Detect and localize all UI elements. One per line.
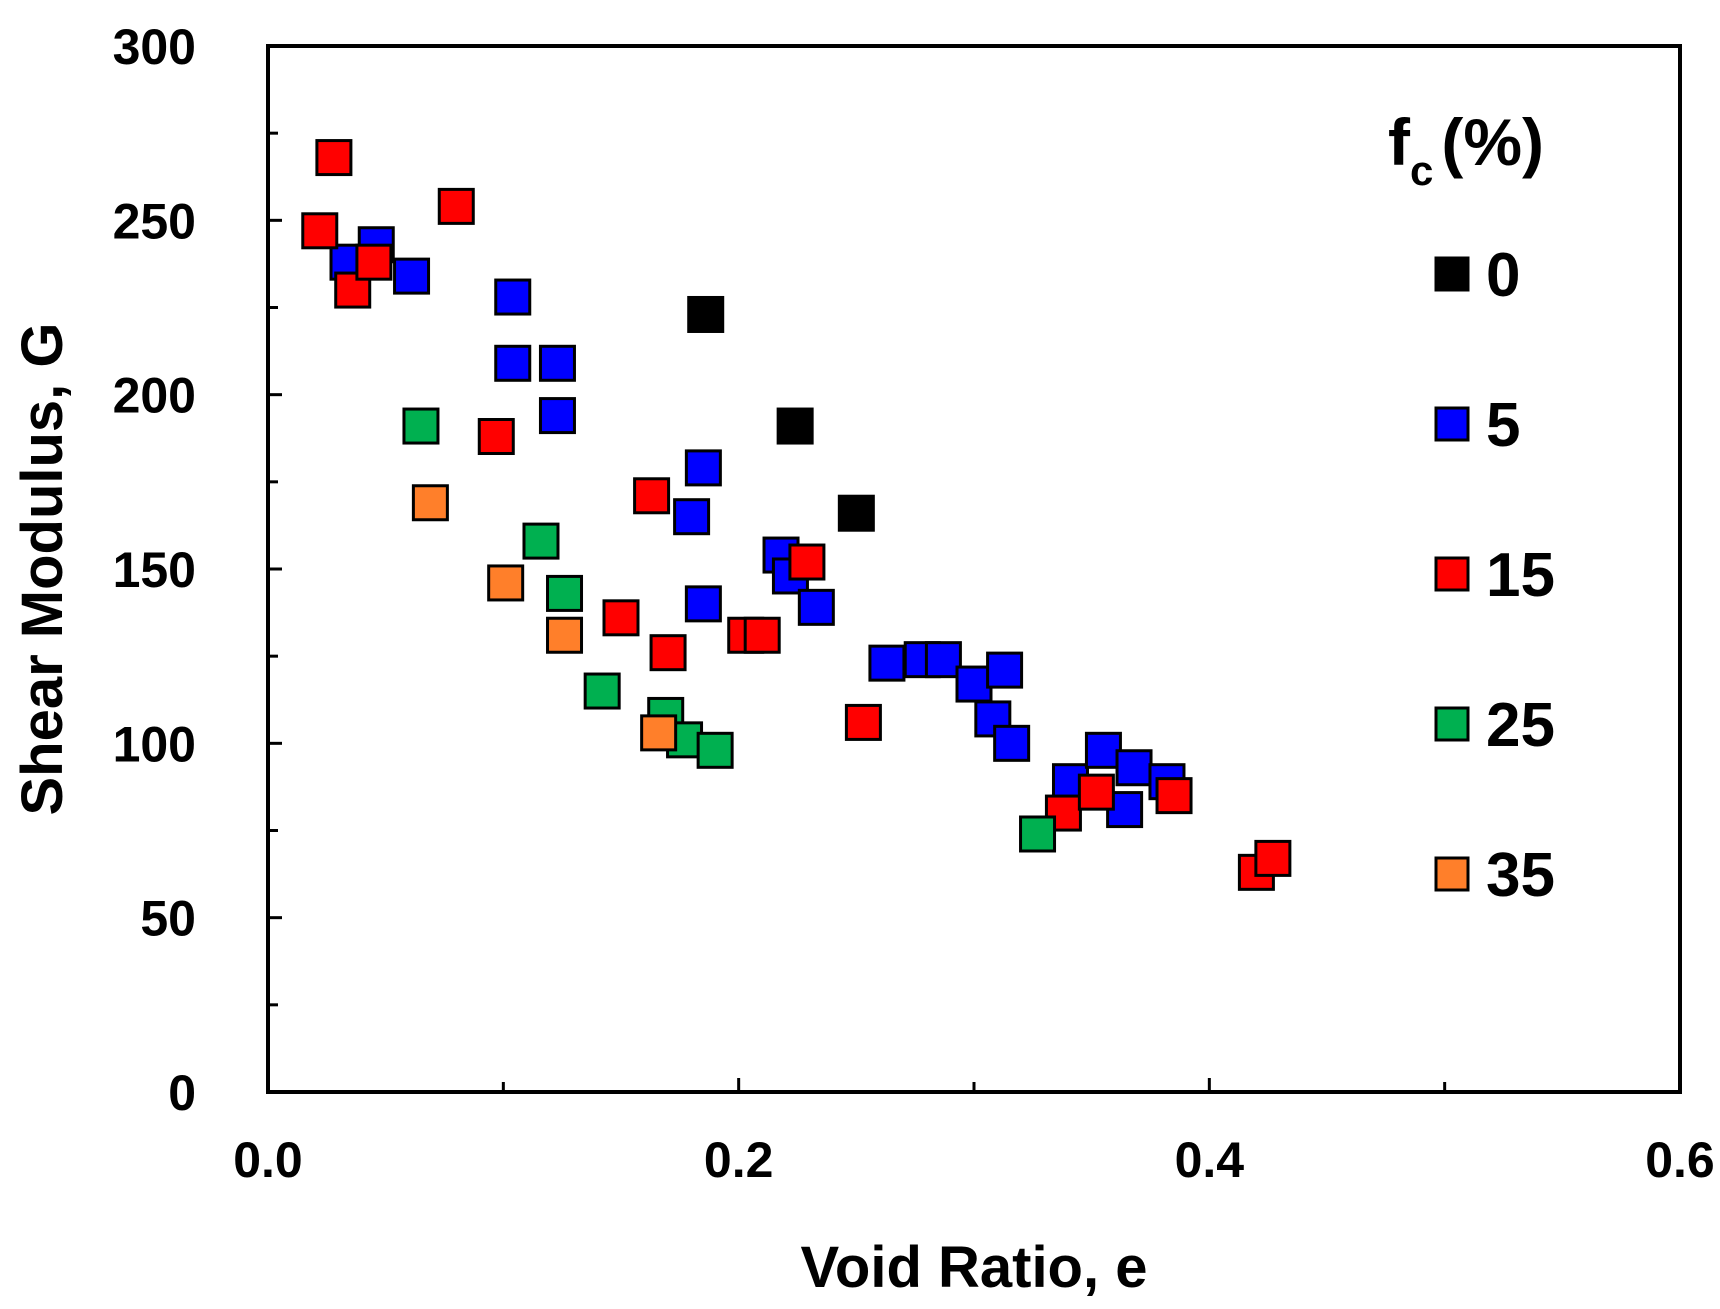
data-point-fc-15 xyxy=(334,271,372,309)
data-point-fc-15 xyxy=(1155,777,1193,815)
data-point-fc-5 xyxy=(538,397,576,435)
data-point-fc-35 xyxy=(411,484,449,522)
data-point-fc-25 xyxy=(696,731,734,769)
data-point-fc-15 xyxy=(355,243,393,281)
axis-ticks xyxy=(268,131,1447,1092)
x-axis-title: Void Ratio, e xyxy=(801,1235,1148,1300)
data-point-fc-15 xyxy=(437,187,475,225)
data-point-fc-5 xyxy=(986,651,1024,689)
data-point-fc-0 xyxy=(776,407,814,445)
data-point-fc-35 xyxy=(487,564,525,602)
legend-label-fc-0: 0 xyxy=(1486,241,1520,310)
data-point-fc-15 xyxy=(1044,794,1082,832)
y-tick-label: 150 xyxy=(113,542,196,598)
legend-marker-fc-5 xyxy=(1434,406,1470,442)
data-point-fc-15 xyxy=(301,212,339,250)
legend-marker-fc-25 xyxy=(1434,706,1470,742)
data-point-fc-35 xyxy=(546,616,584,654)
legend-marker-fc-0 xyxy=(1434,256,1470,292)
data-point-fc-0 xyxy=(837,494,875,532)
data-point-fc-5 xyxy=(673,498,711,536)
data-points xyxy=(301,139,1292,891)
y-tick-label: 300 xyxy=(113,19,196,75)
legend-label-fc-15: 15 xyxy=(1486,541,1555,610)
y-axis-title: Shear Modulus, G xyxy=(10,322,75,815)
legend: fc (%) 0 5 15 25 35 xyxy=(1388,105,1555,910)
data-point-fc-5 xyxy=(955,665,993,703)
data-point-fc-5 xyxy=(538,344,576,382)
data-point-fc-5 xyxy=(684,449,722,487)
y-tick-label: 50 xyxy=(140,891,196,947)
data-point-fc-15 xyxy=(633,477,671,515)
data-point-fc-15 xyxy=(743,616,781,654)
y-tick-label: 0 xyxy=(168,1065,196,1121)
legend-marker-fc-35 xyxy=(1434,856,1470,892)
data-point-fc-5 xyxy=(1084,731,1122,769)
data-point-fc-5 xyxy=(924,641,962,679)
data-point-fc-35 xyxy=(640,714,678,752)
data-point-fc-15 xyxy=(844,703,882,741)
data-point-fc-15 xyxy=(1077,773,1115,811)
data-point-fc-0 xyxy=(687,295,725,333)
x-tick-label: 0.6 xyxy=(1645,1132,1715,1188)
data-point-fc-15 xyxy=(788,543,826,581)
data-point-fc-5 xyxy=(797,588,835,626)
y-tick-label: 250 xyxy=(113,193,196,249)
data-point-fc-15 xyxy=(649,634,687,672)
data-point-fc-15 xyxy=(602,599,640,637)
data-point-fc-25 xyxy=(583,672,621,710)
data-point-fc-25 xyxy=(1019,815,1057,853)
data-point-fc-5 xyxy=(494,278,532,316)
data-point-fc-25 xyxy=(402,407,440,445)
data-point-fc-5 xyxy=(1115,749,1153,787)
x-tick-label: 0.2 xyxy=(704,1132,774,1188)
data-point-fc-25 xyxy=(522,522,560,560)
legend-marker-fc-15 xyxy=(1434,556,1470,592)
data-point-fc-5 xyxy=(684,585,722,623)
y-tick-label: 100 xyxy=(113,716,196,772)
legend-label-fc-35: 35 xyxy=(1486,841,1555,910)
x-tick-label: 0.0 xyxy=(233,1132,303,1188)
data-point-fc-15 xyxy=(315,139,353,177)
y-tick-label: 200 xyxy=(113,368,196,424)
data-point-fc-5 xyxy=(868,644,906,682)
legend-label-fc-25: 25 xyxy=(1486,691,1555,760)
data-point-fc-5 xyxy=(494,344,532,382)
data-point-fc-15 xyxy=(1254,839,1292,877)
data-point-fc-25 xyxy=(546,574,584,612)
data-point-fc-5 xyxy=(393,257,431,295)
x-tick-label: 0.4 xyxy=(1175,1132,1245,1188)
legend-title: fc (%) xyxy=(1388,105,1544,194)
data-point-fc-15 xyxy=(477,418,515,456)
legend-label-fc-5: 5 xyxy=(1486,391,1520,460)
data-point-fc-5 xyxy=(993,724,1031,762)
legend-items: 0 5 15 25 35 xyxy=(1434,241,1555,910)
